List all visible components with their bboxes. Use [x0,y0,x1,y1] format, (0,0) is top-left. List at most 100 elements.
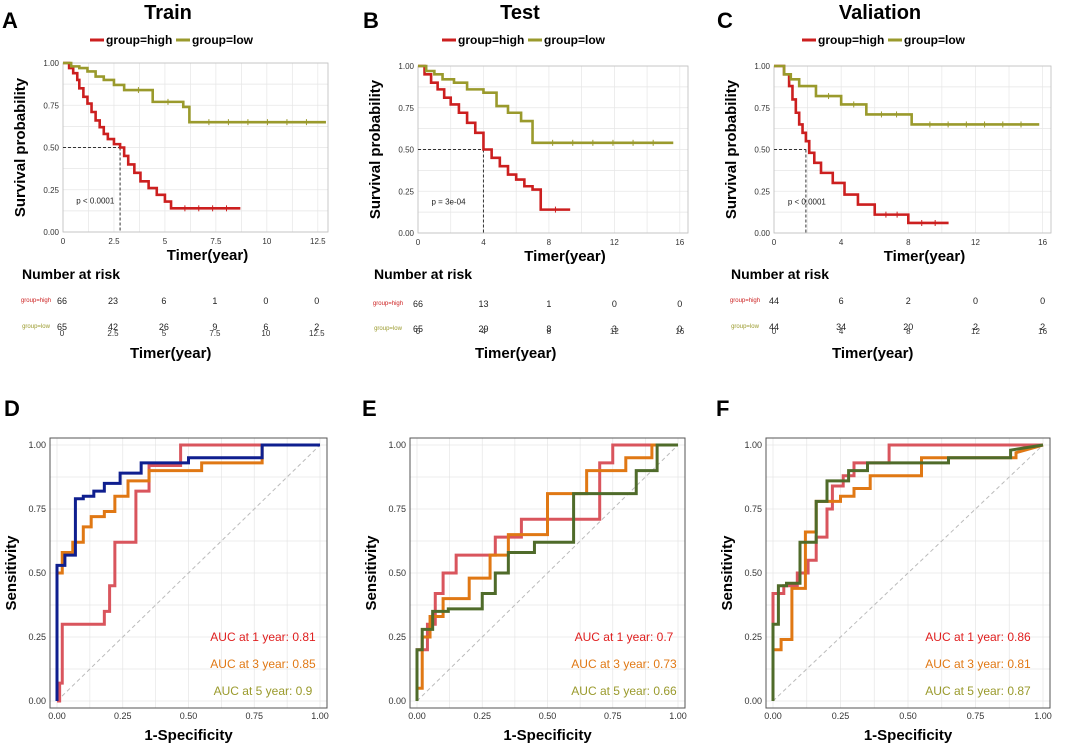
risk-row-label: group=high [21,298,51,304]
legend-label-low: group=low [904,33,966,47]
x-tick-label: 0.00 [48,711,66,721]
y-tick-label: 0.25 [28,632,46,642]
roc-panel-d: D 0.00 0.25 0.50 0.75 1.00 0.00 0.25 0.50 0.75 1.0… [3,396,329,744]
plot-border [49,437,328,709]
x-tick-label: 12 [971,238,980,247]
risk-x-tick: 12.5 [309,329,325,338]
x-tick-label: 8 [547,238,552,247]
risk-count: 0 [612,299,617,309]
legend-label-high: group=high [106,33,172,47]
y-tick-label: 0.00 [388,696,406,706]
y-tick-label: 0.25 [388,632,406,642]
risk-count: 2 [973,322,978,332]
y-tick-label: 0.75 [744,504,762,514]
roc-curve-roc5_navy [55,443,320,701]
legend-label-high: group=high [818,33,884,47]
x-tick-label: 0.50 [539,711,557,721]
x-tick-label: 1.00 [1034,711,1052,721]
risk-count: 0 [1040,296,1045,306]
panel-label: E [362,396,377,421]
y-tick-label: 0.75 [754,104,770,113]
km-curve-low [63,61,326,124]
p-value: p < 0.0001 [76,196,115,205]
risk-x-tick: 12 [971,327,980,336]
x-tick-label: 12 [610,238,619,247]
legend-label-low: group=low [192,33,254,47]
x-axis-title: Timer(year) [167,247,248,264]
km-curve-high [774,64,949,225]
auc-label: AUC at 5 year: 0.9 [214,684,313,698]
panel-title: Test [500,2,540,24]
roc-curve-roc3_orange [55,443,320,701]
risk-count: 8 [546,324,551,334]
risk-count: 0 [677,324,682,334]
x-tick-label: 0.25 [473,711,491,721]
x-tick-label: 0 [416,238,421,247]
x-tick-label: 8 [906,238,911,247]
roc-curve-roc3_orange [415,443,678,701]
y-tick-label: 1.00 [754,62,770,71]
panel-label: A [2,8,18,33]
diagonal-reference [416,444,679,702]
x-tick-label: 16 [675,238,684,247]
panel-title: Valiation [839,2,921,24]
y-tick-label: 1.00 [28,440,46,450]
risk-count: 44 [769,296,779,306]
risk-x-tick: 8 [547,327,552,336]
y-tick-label: 1.00 [43,59,59,68]
risk-count: 0 [314,296,319,306]
auc-label: AUC at 3 year: 0.81 [925,657,1031,671]
risk-count: 65 [57,322,67,332]
legend-label-low: group=low [544,33,606,47]
y-tick-label: 0.00 [28,696,46,706]
auc-label: AUC at 1 year: 0.81 [210,630,316,644]
risk-count: 66 [57,296,67,306]
x-axis-title: 1-Specificity [864,727,953,744]
x-axis-title: Timer(year) [524,248,605,265]
risk-x-tick: 7.5 [209,329,221,338]
x-tick-label: 0.50 [899,711,917,721]
y-axis-title: Sensitivity [363,535,380,611]
risk-x-tick: 0 [60,329,65,338]
risk-x-tick: 4 [481,327,486,336]
y-tick-label: 0.25 [398,187,414,196]
roc-panel-e: E 0.00 0.25 0.50 0.75 1.00 0.00 0.25 0.50 0.75 1.0… [362,396,687,744]
x-tick-label: 0.00 [408,711,426,721]
risk-x-title: Timer(year) [130,345,211,362]
risk-count: 13 [478,299,488,309]
auc-label: AUC at 1 year: 0.86 [925,630,1031,644]
legend: group=high group=low [90,33,254,47]
roc-curve-roc5_green [415,443,678,701]
y-tick-label: 0.25 [43,186,59,195]
auc-label: AUC at 5 year: 0.87 [925,684,1031,698]
diagonal-reference [56,444,321,702]
x-tick-label: 10 [262,237,271,246]
y-tick-label: 0.50 [43,144,59,153]
auc-label: AUC at 3 year: 0.73 [571,657,677,671]
x-tick-label: 12.5 [310,237,326,246]
p-value: p < 0.0001 [788,198,827,207]
risk-table-title: Number at risk [374,266,472,282]
risk-row-label: group=low [374,326,403,332]
y-tick-label: 0.50 [398,146,414,155]
risk-count: 6 [263,322,268,332]
risk-count: 29 [478,324,488,334]
km-curve-high [418,64,571,211]
legend: group=high group=low [802,33,966,47]
x-tick-label: 4 [481,238,486,247]
risk-count: 0 [677,299,682,309]
panel-label: F [716,396,729,421]
y-tick-label: 0.25 [744,632,762,642]
y-axis-title: Sensitivity [719,535,736,611]
x-tick-label: 7.5 [210,237,222,246]
y-tick-label: 0.75 [388,504,406,514]
p-value: p = 3e-04 [432,198,467,207]
roc-curve-roc5_green [771,443,1044,701]
panel-label: D [4,396,20,421]
legend-label-high: group=high [458,33,524,47]
risk-count: 6 [839,296,844,306]
risk-count: 23 [108,296,118,306]
plot-border [409,437,686,709]
risk-count: 0 [263,296,268,306]
